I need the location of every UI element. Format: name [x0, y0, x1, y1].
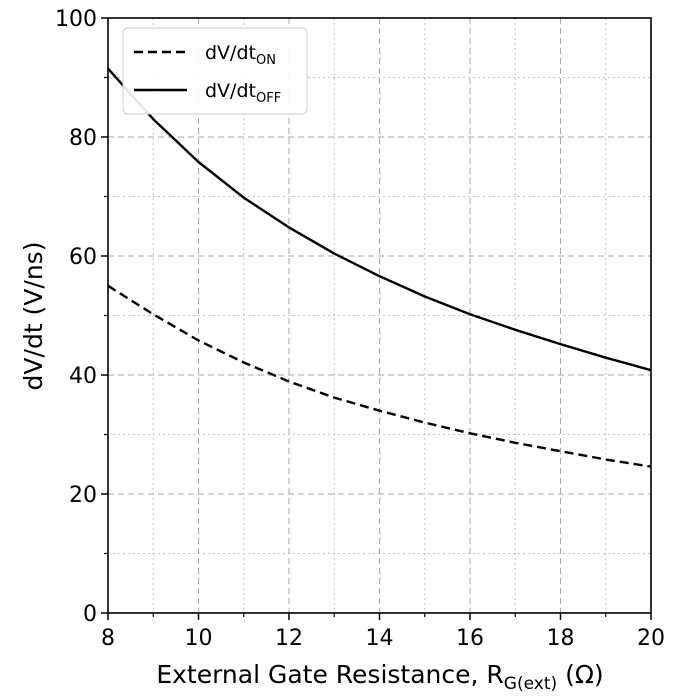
y-tick-label: 40: [69, 364, 97, 389]
x-axis-label: External Gate Resistance, RG(ext) (Ω): [156, 660, 603, 694]
y-axis-label: dV/dt (V/ns): [19, 242, 48, 391]
x-tick-label: 8: [101, 626, 115, 651]
legend-label-off-subscript: OFF: [256, 91, 281, 106]
x-axis-label-main: External Gate Resistance, R: [156, 660, 503, 689]
y-tick-label: 60: [69, 245, 97, 270]
ticks: [101, 17, 652, 620]
y-tick-label: 100: [55, 7, 97, 32]
legend-label-off: dV/dtOFF: [205, 80, 281, 106]
legend-label-on-main: dV/dt: [205, 42, 256, 64]
x-tick-label: 16: [456, 626, 484, 651]
y-tick-label: 80: [69, 126, 97, 151]
y-tick-label: 20: [69, 483, 97, 508]
y-tick-label: 0: [83, 602, 97, 627]
x-axis-label-suffix: (Ω): [557, 660, 604, 689]
x-tick-label: 20: [637, 626, 665, 651]
series-line-off: [107, 67, 652, 372]
legend-box: [122, 27, 308, 115]
legend-label-on-subscript: ON: [256, 53, 276, 68]
legend-label-on: dV/dtON: [205, 42, 276, 68]
x-axis-label-subscript: G(ext): [504, 674, 557, 694]
grid: [108, 18, 651, 613]
legend: dV/dtON dV/dtOFF: [122, 27, 308, 115]
tick-labels: 8 10 12 14 16 18 20 0 20 40 60 80 100: [55, 7, 665, 651]
x-tick-label: 12: [275, 626, 303, 651]
series-line-on: [107, 284, 652, 468]
series-lines: [107, 67, 652, 468]
x-tick-label: 10: [185, 626, 213, 651]
x-tick-label: 18: [547, 626, 575, 651]
legend-label-off-main: dV/dt: [205, 80, 256, 102]
x-tick-label: 14: [366, 626, 394, 651]
